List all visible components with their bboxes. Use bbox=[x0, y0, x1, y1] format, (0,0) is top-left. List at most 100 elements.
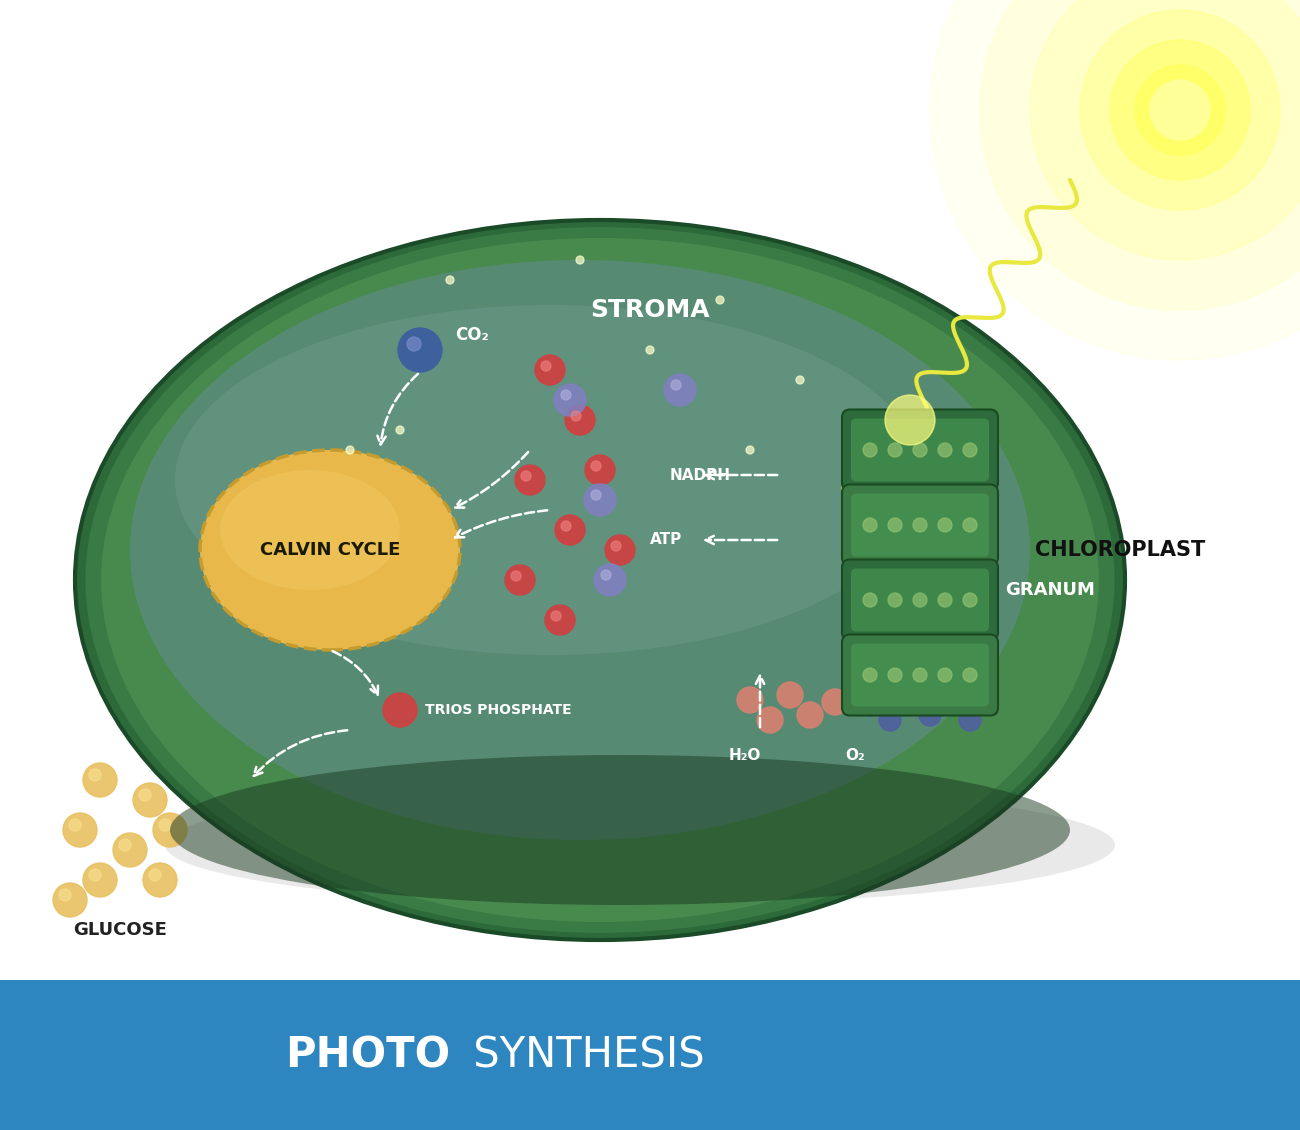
FancyBboxPatch shape bbox=[842, 485, 998, 565]
Circle shape bbox=[888, 518, 902, 532]
FancyBboxPatch shape bbox=[842, 559, 998, 641]
Circle shape bbox=[566, 405, 595, 435]
Circle shape bbox=[1110, 40, 1251, 180]
Text: CALVIN CYCLE: CALVIN CYCLE bbox=[260, 541, 400, 559]
Text: H₂O: H₂O bbox=[729, 748, 762, 763]
Circle shape bbox=[822, 689, 848, 715]
Circle shape bbox=[611, 541, 621, 551]
Circle shape bbox=[159, 819, 172, 831]
Circle shape bbox=[592, 490, 601, 499]
Circle shape bbox=[515, 466, 545, 495]
FancyBboxPatch shape bbox=[852, 494, 989, 556]
Text: ATP: ATP bbox=[650, 532, 682, 548]
Circle shape bbox=[396, 426, 404, 434]
Ellipse shape bbox=[176, 305, 926, 655]
Circle shape bbox=[594, 564, 627, 596]
Ellipse shape bbox=[220, 470, 400, 590]
Circle shape bbox=[746, 446, 754, 454]
FancyArrowPatch shape bbox=[377, 374, 417, 444]
FancyArrowPatch shape bbox=[254, 730, 347, 776]
Circle shape bbox=[83, 863, 117, 897]
Circle shape bbox=[919, 704, 941, 725]
Circle shape bbox=[88, 869, 101, 881]
FancyBboxPatch shape bbox=[852, 568, 989, 632]
Circle shape bbox=[584, 484, 616, 516]
Circle shape bbox=[913, 668, 927, 683]
Circle shape bbox=[879, 709, 901, 731]
Circle shape bbox=[133, 783, 166, 817]
Circle shape bbox=[959, 709, 982, 731]
FancyArrowPatch shape bbox=[455, 511, 547, 538]
Circle shape bbox=[511, 571, 521, 581]
Circle shape bbox=[913, 593, 927, 607]
Circle shape bbox=[913, 443, 927, 457]
Circle shape bbox=[646, 346, 654, 354]
Circle shape bbox=[562, 521, 571, 531]
Circle shape bbox=[53, 883, 87, 918]
Circle shape bbox=[1080, 10, 1280, 210]
Circle shape bbox=[555, 515, 585, 545]
Circle shape bbox=[716, 296, 724, 304]
Circle shape bbox=[737, 687, 763, 713]
Circle shape bbox=[939, 518, 952, 532]
Circle shape bbox=[545, 605, 575, 635]
Circle shape bbox=[150, 869, 161, 881]
Circle shape bbox=[863, 443, 878, 457]
Circle shape bbox=[939, 692, 961, 713]
Text: GRANUM: GRANUM bbox=[1005, 581, 1095, 599]
Circle shape bbox=[143, 863, 177, 897]
Ellipse shape bbox=[75, 220, 1124, 940]
Circle shape bbox=[1030, 0, 1300, 260]
Circle shape bbox=[913, 518, 927, 532]
Circle shape bbox=[930, 0, 1300, 360]
FancyArrowPatch shape bbox=[455, 452, 528, 507]
Circle shape bbox=[120, 838, 131, 851]
Circle shape bbox=[604, 534, 634, 565]
Circle shape bbox=[139, 789, 151, 801]
Circle shape bbox=[83, 763, 117, 797]
FancyArrowPatch shape bbox=[706, 536, 777, 545]
Circle shape bbox=[446, 276, 454, 284]
Circle shape bbox=[664, 374, 696, 406]
Circle shape bbox=[885, 396, 935, 445]
Text: CHLOROPLAST: CHLOROPLAST bbox=[1035, 540, 1205, 560]
Circle shape bbox=[384, 693, 417, 727]
FancyBboxPatch shape bbox=[842, 635, 998, 715]
Circle shape bbox=[671, 380, 681, 390]
Ellipse shape bbox=[101, 238, 1098, 922]
Ellipse shape bbox=[200, 450, 460, 650]
Circle shape bbox=[757, 707, 783, 733]
FancyArrowPatch shape bbox=[755, 676, 764, 728]
Circle shape bbox=[601, 570, 611, 580]
Circle shape bbox=[551, 611, 562, 622]
Circle shape bbox=[346, 446, 354, 454]
FancyBboxPatch shape bbox=[842, 409, 998, 490]
Circle shape bbox=[504, 565, 536, 596]
Text: PHOTO: PHOTO bbox=[285, 1034, 450, 1076]
Text: O₂: O₂ bbox=[845, 748, 864, 763]
FancyBboxPatch shape bbox=[852, 418, 989, 481]
Circle shape bbox=[554, 384, 586, 416]
Circle shape bbox=[963, 593, 978, 607]
Circle shape bbox=[939, 443, 952, 457]
Ellipse shape bbox=[170, 755, 1070, 905]
Circle shape bbox=[1150, 80, 1210, 140]
Circle shape bbox=[777, 683, 803, 709]
Circle shape bbox=[939, 593, 952, 607]
FancyArrowPatch shape bbox=[706, 471, 777, 479]
Circle shape bbox=[62, 812, 98, 848]
Circle shape bbox=[888, 443, 902, 457]
Circle shape bbox=[113, 833, 147, 867]
Circle shape bbox=[859, 694, 881, 716]
Circle shape bbox=[980, 0, 1300, 310]
Circle shape bbox=[939, 668, 952, 683]
Circle shape bbox=[863, 593, 878, 607]
Circle shape bbox=[888, 593, 902, 607]
Circle shape bbox=[963, 668, 978, 683]
Circle shape bbox=[963, 443, 978, 457]
Circle shape bbox=[592, 461, 601, 471]
Circle shape bbox=[521, 471, 530, 481]
Text: TRIOS PHOSPHATE: TRIOS PHOSPHATE bbox=[425, 703, 572, 718]
Circle shape bbox=[398, 328, 442, 372]
Circle shape bbox=[863, 668, 878, 683]
